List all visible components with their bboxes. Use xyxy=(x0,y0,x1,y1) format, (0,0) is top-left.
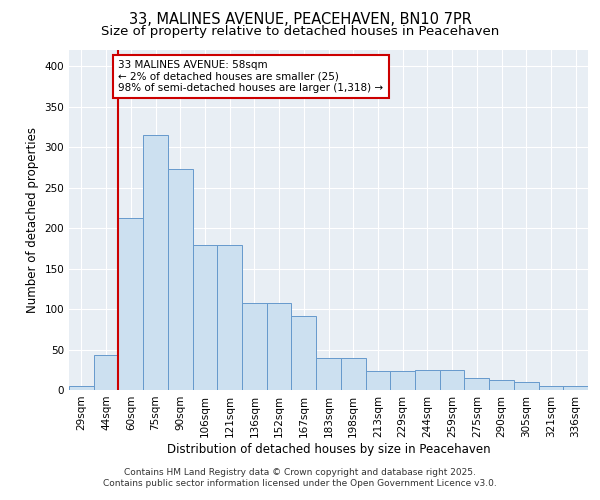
Bar xyxy=(365,372,390,390)
Bar xyxy=(118,218,143,390)
Bar xyxy=(292,316,316,390)
Bar xyxy=(316,358,341,390)
Bar xyxy=(94,355,118,390)
X-axis label: Distribution of detached houses by size in Peacehaven: Distribution of detached houses by size … xyxy=(167,442,490,456)
Bar xyxy=(563,386,588,390)
Bar xyxy=(143,135,168,390)
Bar xyxy=(267,302,292,390)
Bar xyxy=(464,378,489,390)
Text: Size of property relative to detached houses in Peacehaven: Size of property relative to detached ho… xyxy=(101,25,499,38)
Bar xyxy=(489,380,514,390)
Bar xyxy=(390,372,415,390)
Bar xyxy=(514,382,539,390)
Bar xyxy=(341,358,365,390)
Bar xyxy=(168,169,193,390)
Bar xyxy=(217,245,242,390)
Y-axis label: Number of detached properties: Number of detached properties xyxy=(26,127,39,313)
Bar xyxy=(415,370,440,390)
Bar xyxy=(242,302,267,390)
Bar xyxy=(440,370,464,390)
Bar xyxy=(69,386,94,390)
Text: Contains HM Land Registry data © Crown copyright and database right 2025.
Contai: Contains HM Land Registry data © Crown c… xyxy=(103,468,497,487)
Bar xyxy=(193,245,217,390)
Text: 33 MALINES AVENUE: 58sqm
← 2% of detached houses are smaller (25)
98% of semi-de: 33 MALINES AVENUE: 58sqm ← 2% of detache… xyxy=(118,60,383,93)
Text: 33, MALINES AVENUE, PEACEHAVEN, BN10 7PR: 33, MALINES AVENUE, PEACEHAVEN, BN10 7PR xyxy=(128,12,472,28)
Bar xyxy=(539,386,563,390)
